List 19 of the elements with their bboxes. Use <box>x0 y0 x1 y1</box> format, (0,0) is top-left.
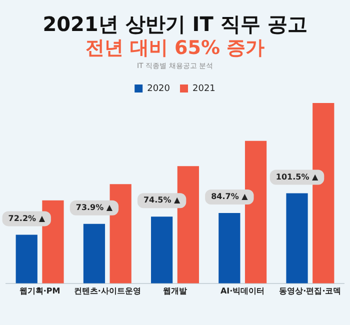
x-tick-label: 웹기획·PM <box>19 286 60 296</box>
bar <box>83 224 106 284</box>
bar <box>286 193 308 284</box>
bar <box>151 216 173 284</box>
x-tick-label: AI·빅데이터 <box>220 286 265 296</box>
bar <box>16 234 38 284</box>
annotation: 73.9% ▲ <box>76 202 114 212</box>
x-tick-label: 컨텐츠·사이트운영 <box>74 286 141 296</box>
annotation: 101.5% ▲ <box>276 172 319 182</box>
x-tick-label: 동영상·편집·코덱 <box>279 286 342 296</box>
bar <box>218 213 240 284</box>
chart-subtitle: 전년 대비 65% 증가 <box>84 36 266 60</box>
x-tick-label: 웹개발 <box>163 286 187 296</box>
legend-label: 2021 <box>192 84 216 94</box>
chart-title: 2021년 상반기 IT 직무 공고 <box>42 11 308 36</box>
annotation: 72.2% ▲ <box>8 214 46 223</box>
annotation: 74.5% ▲ <box>143 196 182 205</box>
annotation: 84.7% ▲ <box>211 192 249 202</box>
legend-label: 2020 <box>147 84 170 94</box>
